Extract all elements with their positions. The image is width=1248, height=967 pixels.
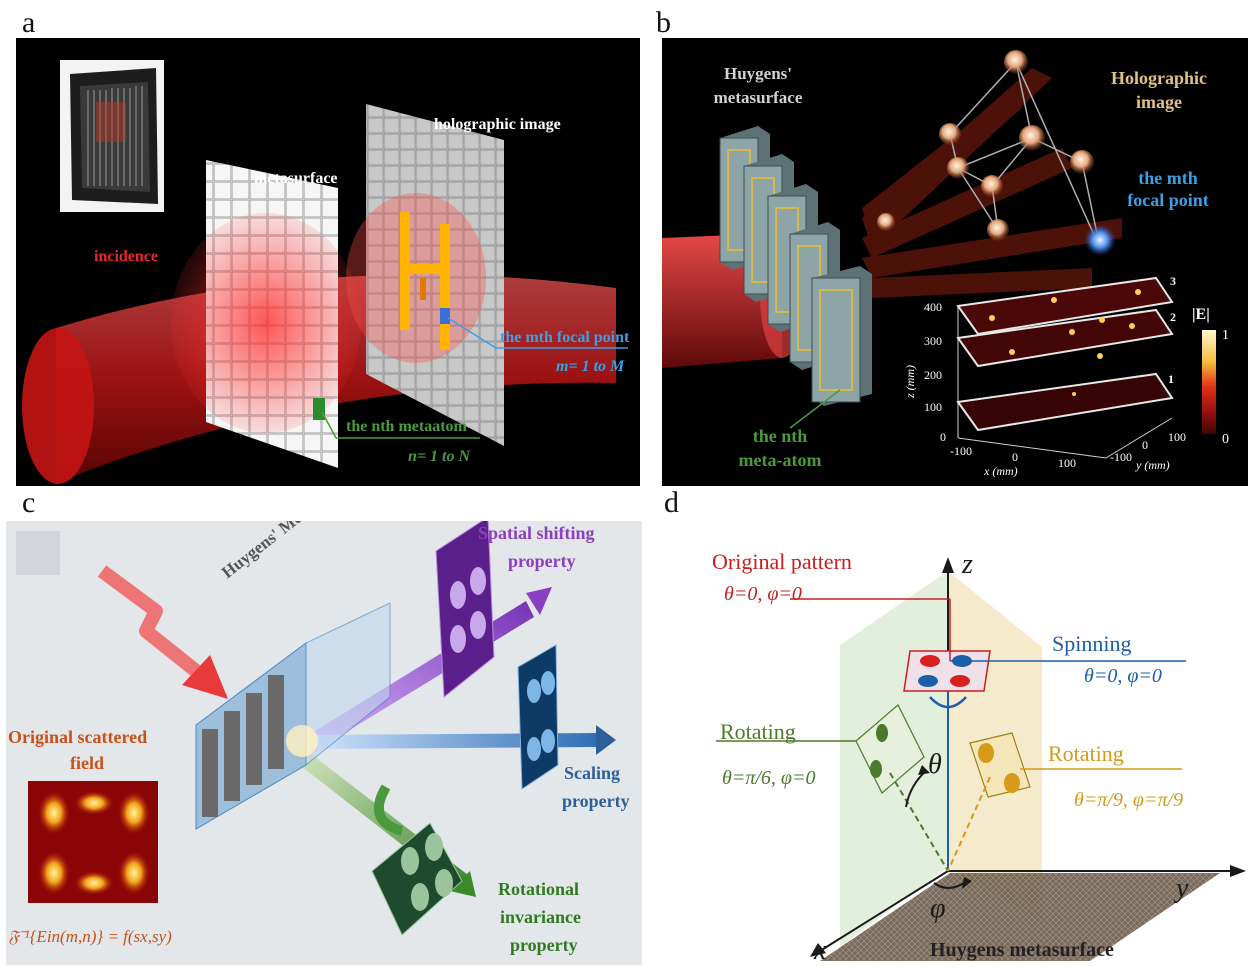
panel-letter-c: c	[22, 486, 36, 519]
x-axis-letter: x	[814, 935, 827, 966]
incidence-label: incidence	[94, 248, 158, 265]
colorbar	[1202, 330, 1216, 434]
original-pattern-card	[903, 650, 991, 692]
rotating-right-params: θ=π/9, φ=π/9	[1074, 789, 1184, 811]
original-field-label-line1: Original scattered	[8, 727, 148, 747]
colorbar-title: |E|	[1192, 306, 1210, 323]
nth-metaatom-marker	[313, 398, 325, 420]
panel-d-illustration	[716, 557, 1246, 961]
metasurface-illumination	[171, 213, 361, 433]
holographic-image-label: holographic image	[434, 116, 561, 133]
rotated-pattern-right	[969, 732, 1031, 798]
x-tick-0: 0	[1012, 450, 1018, 464]
rotated-pattern-left	[855, 704, 925, 794]
plane-label-1: 1	[1168, 372, 1174, 386]
huygens-label-line2: metasurface	[713, 88, 803, 107]
fourier-formula: 𝔉⁻¹{Ein(m,n)} = f(sx,sy)	[8, 927, 172, 946]
colorbar-max: 1	[1222, 328, 1229, 343]
meta-atom-column	[719, 126, 872, 406]
metaatom-label: the nth metaatom	[346, 418, 467, 435]
incident-wave-arrow	[97, 565, 228, 699]
theta-label: θ	[928, 749, 942, 780]
original-pattern-label: Original pattern	[712, 549, 852, 574]
huygens-metasurface-base-label: Huygens metasurface	[930, 939, 1114, 961]
beam-cross-section	[22, 328, 94, 484]
rotational-label-line3: property	[510, 935, 578, 955]
panel-d-pattern-rotation: Original pattern θ=0, φ=0 Spinning θ=0, …	[660, 521, 1248, 967]
spatial-label-line1: Spatial shifting	[478, 523, 595, 543]
phi-label: φ	[930, 893, 946, 924]
y-tick-neg100: -100	[1110, 450, 1132, 464]
z-tick-200: 200	[924, 368, 942, 382]
holographic-label-line2: image	[1136, 92, 1182, 112]
metasurface-base	[820, 873, 1220, 961]
y-axis-label: y (mm)	[1136, 458, 1170, 472]
z-tick-100: 100	[924, 400, 942, 414]
panel-a-illustration	[22, 60, 628, 484]
panel-c-fourier-properties: Huygens' Metasurface Spatial shifting pr…	[6, 521, 642, 965]
z-tick-400: 400	[924, 300, 942, 314]
rotating-left-label: Rotating	[720, 719, 796, 744]
focal-label-line2: focal point	[1127, 190, 1209, 210]
hologram-h-pattern	[400, 212, 450, 350]
panel-c-illustration	[16, 521, 616, 936]
rotating-right-label: Rotating	[1048, 741, 1124, 766]
purple-pattern-plate	[435, 521, 495, 698]
meta-atom-label-line1: the nth	[752, 426, 808, 446]
blue-pattern-plate	[517, 644, 559, 790]
rotation-arrow	[373, 784, 404, 836]
panel-letter-a: a	[22, 6, 36, 39]
rotational-label-line2: invariance	[500, 907, 581, 927]
metasurface-label: metasurface	[254, 170, 338, 187]
panel-b-huygens-hologram: Huygens' metasurface Holographic image t…	[662, 38, 1248, 486]
plane-label-2: 2	[1170, 310, 1176, 324]
huygens-metasurface-box	[195, 602, 391, 830]
y-tick-100: 100	[1168, 430, 1186, 444]
inset-device-photo	[60, 60, 164, 212]
scaling-label-line1: Scaling	[564, 763, 621, 783]
green-pattern-plate	[371, 822, 463, 936]
spin-arrow	[929, 696, 967, 709]
y-axis-letter: y	[1176, 873, 1189, 904]
huygens-label-line1: Huygens'	[723, 64, 793, 83]
rotational-label-line1: Rotational	[498, 879, 579, 899]
panel-letter-b: b	[656, 6, 671, 39]
x-axis-label: x (mm)	[984, 464, 1018, 478]
meta-atom-leader	[789, 389, 841, 429]
spatial-label-line2: property	[508, 551, 576, 571]
rotating-left-params: θ=π/6, φ=0	[722, 767, 816, 789]
x-tick-neg100: -100	[950, 444, 972, 458]
original-field-label-line2: field	[70, 753, 104, 773]
spinning-params: θ=0, φ=0	[1084, 665, 1162, 687]
panel-a-holography-schematic: holographic image metasurface incidence …	[16, 38, 640, 486]
hologram-illumination	[346, 193, 486, 363]
z-axis-letter: z	[962, 549, 973, 580]
colorbar-min: 0	[1222, 432, 1229, 447]
holographic-label-line1: Holographic	[1110, 68, 1207, 88]
original-field-heatmap	[28, 781, 158, 903]
focal-range-label: m= 1 to M	[556, 358, 625, 375]
plane-label-3: 3	[1170, 274, 1176, 288]
meta-atom-label-line2: meta-atom	[738, 450, 822, 470]
focal-point-label: the mth focal point	[500, 329, 630, 346]
focal-label-line1: the mth	[1138, 168, 1198, 188]
z-tick-0: 0	[940, 430, 946, 444]
spinning-label: Spinning	[1052, 631, 1132, 656]
z-axis-label: z (mm)	[903, 365, 917, 398]
scaling-label-line2: property	[562, 791, 630, 811]
hologram-plate	[366, 104, 504, 446]
focal-points	[877, 50, 1116, 256]
original-pattern-params: θ=0, φ=0	[724, 583, 802, 605]
focal-point-marker	[440, 308, 450, 324]
panel-b-illustration	[662, 50, 1216, 459]
field-plot	[956, 276, 1174, 459]
metaatom-range-label: n= 1 to N	[408, 448, 471, 465]
z-tick-300: 300	[924, 334, 942, 348]
x-tick-100: 100	[1058, 456, 1076, 470]
y-tick-0: 0	[1142, 438, 1148, 452]
panel-letter-d: d	[664, 486, 679, 519]
